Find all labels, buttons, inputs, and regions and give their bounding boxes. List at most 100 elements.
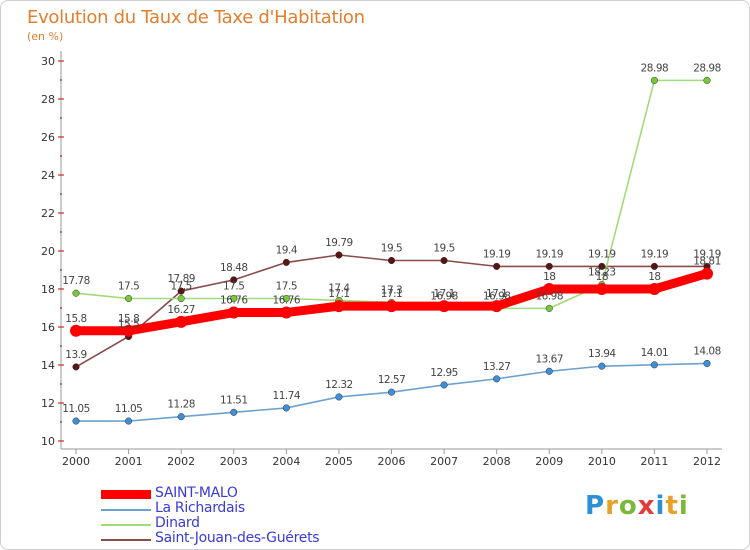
legend-label: Dinard — [155, 515, 200, 531]
data-label: 14.01 — [641, 347, 669, 359]
x-tick-label: 2010 — [588, 455, 616, 468]
series-point — [177, 287, 185, 295]
data-label: 19.4 — [276, 244, 298, 256]
data-label: 17.5 — [276, 281, 297, 293]
data-label: 18 — [596, 271, 608, 283]
series-point — [282, 294, 290, 303]
x-tick-label: 2008 — [483, 455, 511, 468]
x-tick-label: 2011 — [640, 455, 668, 468]
x-tick-label: 2003 — [220, 455, 248, 468]
data-label: 11.05 — [62, 403, 90, 415]
x-tick-label: 2004 — [272, 455, 300, 468]
data-label: 15.8 — [118, 313, 139, 325]
data-label: 28.98 — [641, 62, 669, 74]
data-label: 16.76 — [220, 295, 248, 307]
data-label: 16.27 — [167, 304, 195, 316]
y-tick-label: 20 — [41, 245, 55, 258]
data-label: 18.81 — [693, 256, 721, 268]
data-label: 15.8 — [65, 313, 86, 325]
y-tick-label: 12 — [41, 397, 55, 410]
data-label: 16.98 — [430, 290, 458, 302]
x-tick-label: 2007 — [430, 455, 458, 468]
series-point — [177, 413, 185, 421]
series-point — [648, 283, 661, 295]
legend-swatch — [101, 490, 151, 499]
series-point — [230, 408, 238, 416]
data-label: 19.19 — [535, 248, 563, 260]
data-label: 18.23 — [588, 267, 616, 279]
data-label: 19.19 — [641, 248, 669, 260]
data-label: 16.98 — [535, 290, 563, 302]
y-tick-label: 14 — [41, 359, 55, 372]
series-point — [230, 276, 238, 284]
series-point — [280, 306, 293, 319]
data-label: 17.78 — [62, 275, 90, 287]
legend-label: Saint-Jouan-des-Guérets — [155, 530, 320, 546]
series-point — [335, 251, 343, 259]
data-label: 19.19 — [483, 248, 511, 260]
y-tick-label: 10 — [41, 435, 55, 448]
x-tick-label: 2002 — [167, 455, 195, 468]
data-label: 19.79 — [325, 237, 353, 249]
chart-subtitle: (en %) — [27, 30, 64, 43]
series-point — [72, 363, 80, 371]
data-label: 13.94 — [588, 348, 616, 360]
y-tick-label: 30 — [41, 55, 55, 68]
series-point — [122, 324, 135, 337]
data-label: 13.27 — [483, 361, 511, 373]
data-label: 12.57 — [378, 374, 406, 386]
data-label: 16.98 — [483, 290, 511, 302]
data-label: 13.67 — [535, 353, 563, 365]
data-label: 18 — [648, 271, 660, 283]
series-point — [385, 300, 398, 313]
series-point — [387, 256, 396, 265]
data-label: 17.89 — [167, 273, 195, 285]
series-point — [230, 294, 238, 303]
legend-swatch — [101, 509, 151, 511]
series-point — [282, 258, 290, 266]
x-tick-label: 2006 — [378, 455, 406, 468]
logo-letter: t — [665, 491, 679, 521]
data-label: 17.5 — [170, 281, 191, 293]
series-point — [125, 294, 133, 303]
series-point — [72, 289, 80, 297]
y-tick-label: 18 — [41, 283, 55, 296]
series-point — [701, 267, 713, 280]
data-label: 17.1 — [486, 288, 507, 300]
y-tick-label: 28 — [41, 93, 55, 106]
data-label: 19.19 — [588, 248, 616, 260]
series-point — [703, 76, 711, 84]
series-point — [125, 417, 133, 425]
logo-letter: i — [678, 491, 689, 521]
data-label: 18.48 — [220, 262, 248, 274]
data-label: 18 — [543, 271, 555, 283]
data-label: 11.05 — [115, 403, 143, 415]
data-label: 17.4 — [328, 282, 350, 294]
logo-letter: r — [605, 491, 619, 521]
data-label: 16.76 — [273, 295, 301, 307]
series-point — [490, 300, 503, 313]
series-point — [543, 283, 556, 295]
series-point — [650, 76, 658, 84]
series-point — [440, 256, 448, 265]
series-point — [70, 324, 82, 337]
logo-letter: i — [655, 491, 666, 521]
series-point — [545, 304, 553, 312]
x-tick-label: 2009 — [535, 455, 563, 468]
series-point — [598, 262, 606, 270]
data-label: 17.5 — [118, 281, 139, 293]
series-point — [493, 375, 501, 383]
chart-title: Evolution du Taux de Taxe d'Habitation — [27, 7, 365, 28]
series-point — [493, 262, 501, 270]
series-point — [282, 404, 290, 412]
logo-letter: x — [637, 491, 656, 521]
data-label: 11.74 — [273, 390, 301, 402]
data-label: 15.5 — [118, 319, 139, 331]
x-tick-label: 2005 — [325, 455, 353, 468]
series-point — [650, 262, 658, 270]
y-tick-label: 22 — [41, 207, 55, 220]
data-label: 11.51 — [220, 394, 248, 406]
data-label: 19.19 — [693, 248, 721, 260]
